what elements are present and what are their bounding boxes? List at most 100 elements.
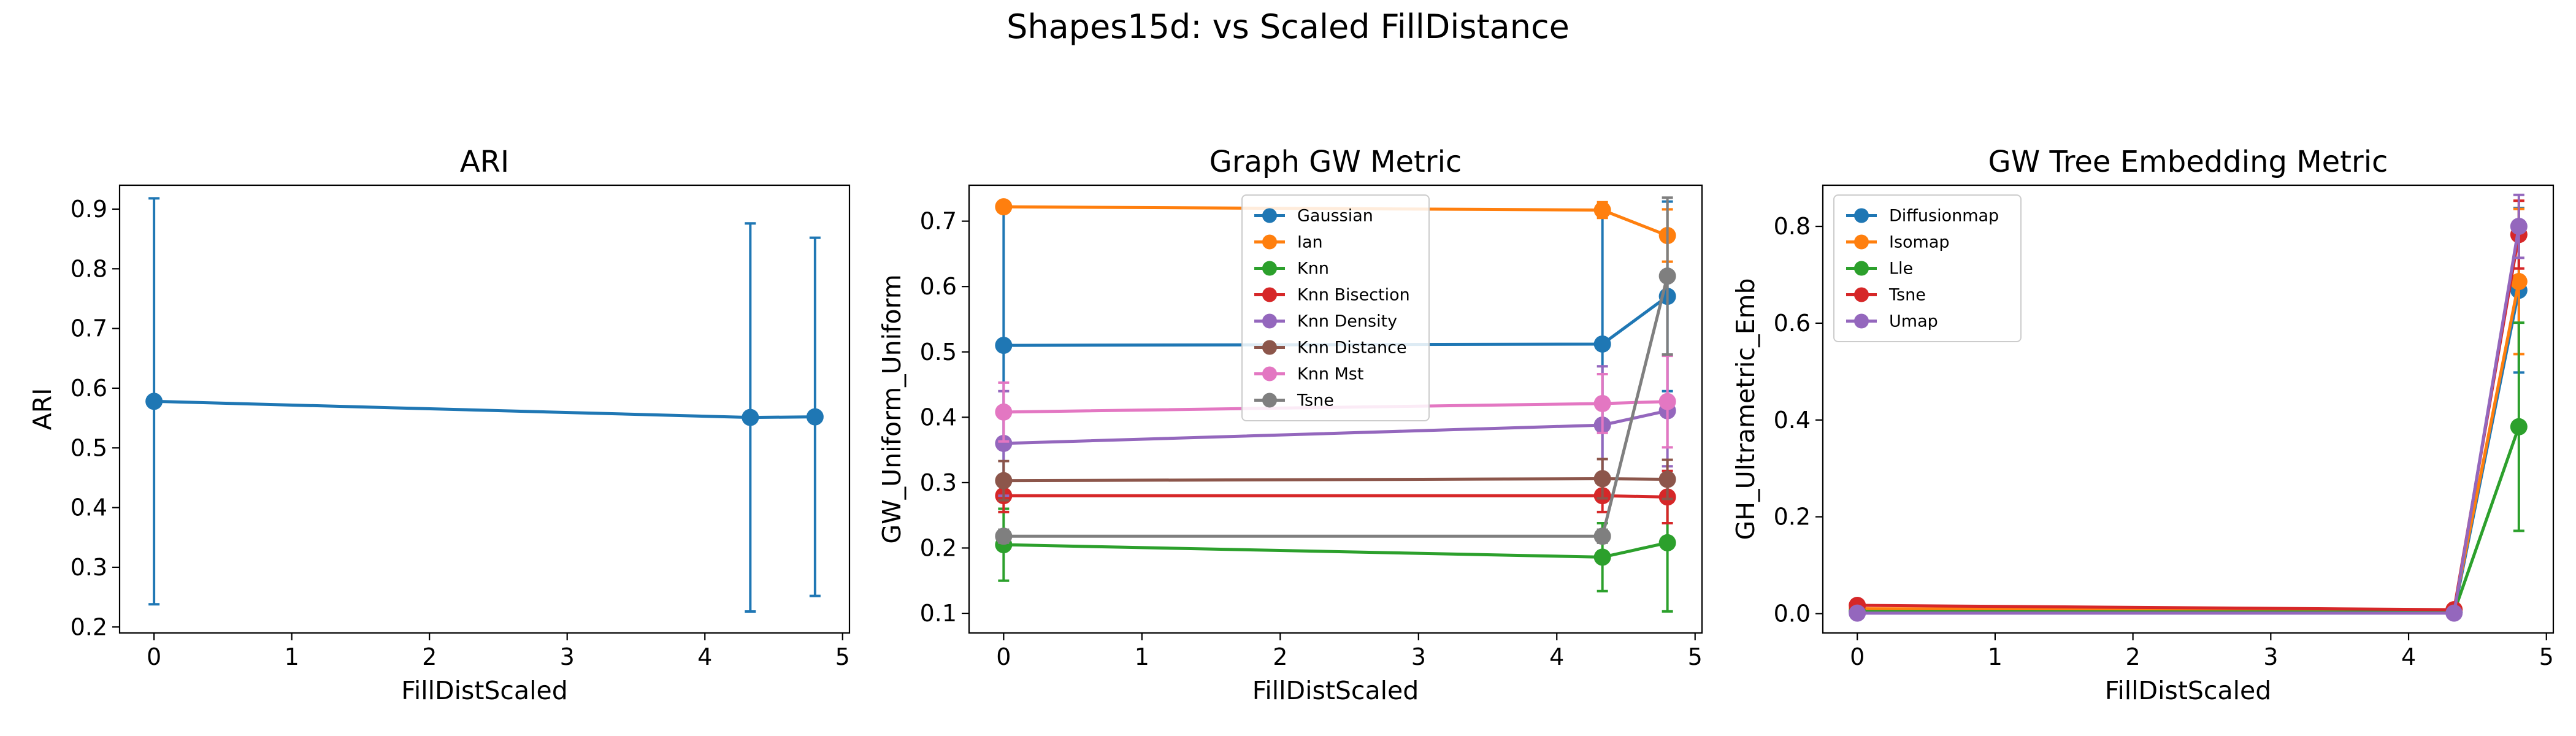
data-point — [1593, 394, 1611, 412]
legend-entry-label: Knn Mst — [1297, 365, 1363, 384]
legend-entry-label: Diffusionmap — [1889, 207, 1999, 226]
data-point — [2445, 604, 2463, 622]
data-point — [1658, 267, 1676, 285]
x-tick-label: 2 — [1273, 643, 1287, 670]
data-point — [995, 337, 1013, 355]
x-axis-label: FillDistScaled — [1252, 676, 1419, 705]
data-point — [1593, 470, 1611, 488]
y-tick-label: 0.7 — [920, 208, 957, 235]
data-point — [995, 198, 1013, 216]
x-axis-label: FillDistScaled — [401, 676, 568, 705]
y-tick-label: 0.8 — [71, 255, 107, 282]
y-tick-label: 0.4 — [71, 494, 107, 521]
legend-marker-swatch — [1854, 261, 1869, 276]
y-tick-label: 0.2 — [1774, 504, 1811, 531]
data-point — [995, 527, 1013, 545]
axes-frame — [968, 184, 1703, 634]
legend-frame — [1241, 194, 1430, 421]
legend-entry-label: Lle — [1889, 259, 1913, 278]
x-tick-label: 4 — [1549, 643, 1564, 670]
legend-marker-swatch — [1854, 287, 1869, 302]
x-tick-label: 5 — [1688, 643, 1703, 670]
legend-entry-label: Knn Bisection — [1297, 286, 1410, 305]
x-tick-label: 0 — [996, 643, 1011, 670]
series-main — [145, 197, 824, 613]
data-point — [1593, 335, 1611, 353]
legend-entry-label: Tsne — [1888, 286, 1926, 305]
data-point — [145, 393, 163, 410]
y-tick-label: 0.7 — [71, 315, 107, 342]
x-tick-label: 3 — [560, 643, 575, 670]
data-point — [1593, 527, 1611, 545]
legend-marker-swatch — [1262, 393, 1277, 408]
legend-marker-swatch — [1262, 261, 1277, 276]
y-tick-label: 0.4 — [1774, 407, 1811, 434]
y-tick-label: 0.6 — [71, 375, 107, 402]
x-tick-label: 0 — [147, 643, 161, 670]
ari-panel: 0 1 2 3 4 5 0.2 0.3 0.4 0.5 0.6 0.7 0.8 0.9 ARI FillDis… — [28, 145, 851, 705]
legend-marker-swatch — [1262, 313, 1277, 329]
y-tick-label: 0.0 — [1774, 600, 1811, 627]
data-point — [995, 403, 1013, 421]
y-tick-label: 0.5 — [71, 434, 107, 461]
legend-entry-label: Isomap — [1889, 233, 1950, 252]
x-tick-label: 1 — [1135, 643, 1149, 670]
x-tick-label: 4 — [2401, 643, 2416, 670]
panel-title: ARI — [460, 145, 509, 179]
legend-marker-swatch — [1262, 287, 1277, 302]
legend-entry-label: Ian — [1297, 233, 1323, 252]
data-point — [1658, 470, 1676, 488]
data-point — [2510, 418, 2528, 435]
data-point — [1849, 604, 1866, 622]
y-tick-label: 0.4 — [920, 404, 957, 431]
y-tick-label: 0.1 — [920, 600, 957, 627]
data-point — [1593, 548, 1611, 566]
series-knn-mst — [995, 355, 1676, 449]
y-axis-label: GH_Ultrametric_Emb — [1731, 278, 1760, 540]
x-tick-label: 5 — [835, 643, 850, 670]
data-point — [2510, 218, 2528, 236]
x-tick-label: 2 — [2126, 643, 2141, 670]
y-tick-label: 0.5 — [920, 339, 957, 366]
x-tick-label: 4 — [697, 643, 712, 670]
x-tick-label: 0 — [1850, 643, 1865, 670]
x-axis-label: FillDistScaled — [2105, 676, 2272, 705]
x-tick-label: 1 — [285, 643, 299, 670]
y-tick-label: 0.9 — [71, 196, 107, 223]
legend: Gaussian Ian Knn Knn Bisection Knn Density Kn… — [1241, 194, 1430, 421]
data-point — [1658, 393, 1676, 410]
legend-frame — [1833, 194, 2022, 342]
legend-entry-label: Knn Distance — [1297, 339, 1407, 358]
legend-marker-swatch — [1262, 208, 1277, 223]
x-tick-label: 3 — [1411, 643, 1426, 670]
series-tsne — [995, 196, 1676, 545]
data-point — [995, 434, 1013, 452]
legend: Diffusionmap Isomap Lle Tsne Umap — [1833, 194, 2022, 342]
y-tick-label: 0.2 — [920, 534, 957, 561]
series-umap — [1849, 193, 2528, 622]
data-point — [742, 408, 759, 426]
graph-gw-metric-panel: 0 1 2 3 4 5 0.1 0.2 0.3 0.4 0.5 0.6 0.7 Graph GW Metr… — [877, 145, 1703, 705]
y-tick-label: 0.3 — [920, 469, 957, 496]
y-tick-label: 0.6 — [1774, 310, 1811, 337]
panel-title: Graph GW Metric — [1209, 145, 1462, 179]
panel-title: GW Tree Embedding Metric — [1988, 145, 2388, 179]
legend-entry-label: Knn — [1297, 259, 1329, 278]
y-axis-label: ARI — [28, 388, 57, 431]
x-tick-label: 5 — [2539, 643, 2554, 670]
legend-entry-label: Umap — [1889, 312, 1938, 331]
y-axis-label: GW_Uniform_Uniform — [877, 274, 907, 543]
x-tick-label: 3 — [2263, 643, 2278, 670]
gw-tree-embedding-metric-panel: 0 1 2 3 4 5 0.0 0.2 0.4 0.6 0.8 GW Tree Embedding M… — [1731, 145, 2555, 705]
data-point — [2510, 273, 2528, 291]
legend-marker-swatch — [1854, 208, 1869, 223]
legend-marker-swatch — [1854, 313, 1869, 329]
legend-entry-label: Gaussian — [1297, 207, 1373, 226]
data-point — [1658, 534, 1676, 551]
legend-marker-swatch — [1262, 366, 1277, 381]
data-point — [1593, 201, 1611, 219]
legend-entry-label: Knn Density — [1297, 312, 1397, 331]
y-tick-label: 0.6 — [920, 273, 957, 300]
y-tick-label: 0.2 — [71, 613, 107, 640]
